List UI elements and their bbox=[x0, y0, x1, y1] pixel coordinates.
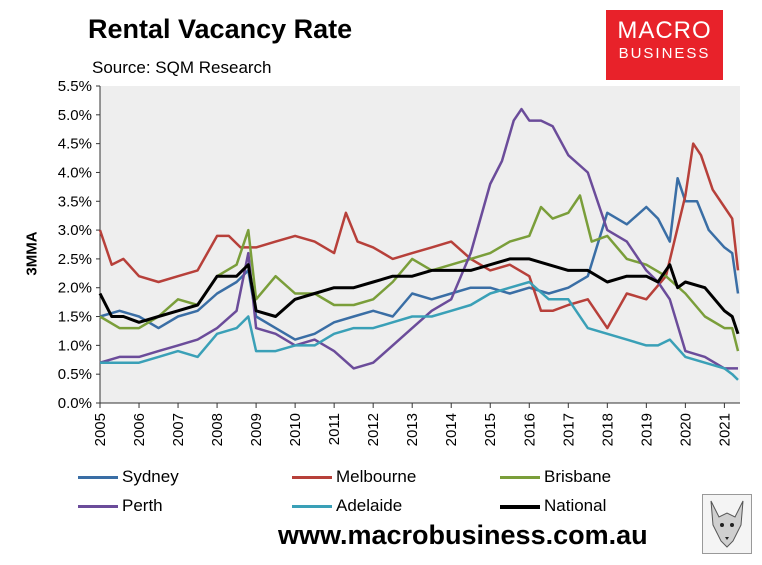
legend-label: National bbox=[544, 496, 607, 515]
x-tick-label: 2013 bbox=[404, 413, 421, 446]
legend-swatch bbox=[500, 476, 540, 480]
legend-item-national: National bbox=[500, 496, 606, 516]
y-tick-label: 1.0% bbox=[58, 337, 92, 354]
x-tick-label: 2010 bbox=[287, 413, 304, 446]
website-url: www.macrobusiness.com.au bbox=[278, 520, 648, 550]
x-tick-label: 2021 bbox=[716, 413, 733, 446]
logo-line-2: BUSINESS bbox=[618, 45, 711, 62]
y-tick-label: 2.0% bbox=[58, 280, 92, 297]
legend-swatch bbox=[500, 504, 540, 509]
series-line-national bbox=[98, 257, 740, 335]
legend-swatch bbox=[78, 476, 118, 480]
plot-area bbox=[100, 86, 740, 403]
y-tick-label: 4.0% bbox=[58, 164, 92, 181]
x-tick-label: 2008 bbox=[209, 413, 226, 446]
x-tick-label: 2011 bbox=[326, 413, 343, 445]
legend-item-perth: Perth bbox=[78, 496, 163, 516]
x-tick-label: 2009 bbox=[248, 413, 265, 446]
y-tick-label: 3.0% bbox=[58, 222, 92, 239]
series-line-sydney bbox=[99, 176, 740, 341]
macrobusiness-logo: MACRO BUSINESS bbox=[606, 10, 723, 80]
y-tick-label: 0.5% bbox=[58, 366, 92, 383]
x-tick-label: 2012 bbox=[365, 413, 382, 446]
chart-subtitle: Source: SQM Research bbox=[92, 58, 272, 77]
legend-label: Sydney bbox=[122, 467, 179, 486]
y-tick-label: 5.5% bbox=[58, 78, 92, 95]
legend-label: Brisbane bbox=[544, 467, 612, 486]
legend-item-sydney: Sydney bbox=[78, 467, 179, 487]
x-tick-label: 2018 bbox=[599, 413, 616, 446]
x-tick-label: 2020 bbox=[677, 413, 694, 446]
y-tick-label: 0.0% bbox=[58, 395, 92, 412]
y-tick-label: 4.5% bbox=[58, 136, 92, 153]
y-tick-label: 1.5% bbox=[58, 309, 92, 326]
fox-logo-icon bbox=[702, 494, 752, 554]
series-line-melbourne bbox=[98, 142, 740, 330]
logo-line-1: MACRO bbox=[617, 17, 712, 44]
series-line-adelaide bbox=[100, 280, 739, 381]
x-tick-label: 2015 bbox=[482, 413, 499, 446]
series-line-perth bbox=[99, 107, 738, 370]
legend-label: Melbourne bbox=[336, 467, 417, 486]
legend-item-melbourne: Melbourne bbox=[292, 467, 416, 487]
x-tick-label: 2005 bbox=[92, 413, 109, 446]
chart-title: Rental Vacancy Rate bbox=[88, 14, 353, 44]
y-tick-label: 3.5% bbox=[58, 193, 92, 210]
legend-item-brisbane: Brisbane bbox=[500, 467, 611, 487]
x-tick-label: 2006 bbox=[131, 413, 148, 446]
legend-swatch bbox=[78, 505, 118, 509]
y-tick-label: 5.0% bbox=[58, 107, 92, 124]
legend-swatch bbox=[292, 476, 332, 480]
legend-label: Perth bbox=[122, 496, 163, 515]
x-tick-label: 2014 bbox=[443, 413, 460, 446]
x-tick-label: 2016 bbox=[521, 413, 538, 446]
x-tick-label: 2017 bbox=[560, 413, 577, 446]
legend-item-adelaide: Adelaide bbox=[292, 496, 402, 516]
y-tick-label: 2.5% bbox=[58, 251, 92, 268]
legend-swatch bbox=[292, 505, 332, 509]
x-tick-label: 2007 bbox=[170, 413, 187, 446]
legend-label: Adelaide bbox=[336, 496, 403, 515]
x-tick-label: 2019 bbox=[638, 413, 655, 446]
